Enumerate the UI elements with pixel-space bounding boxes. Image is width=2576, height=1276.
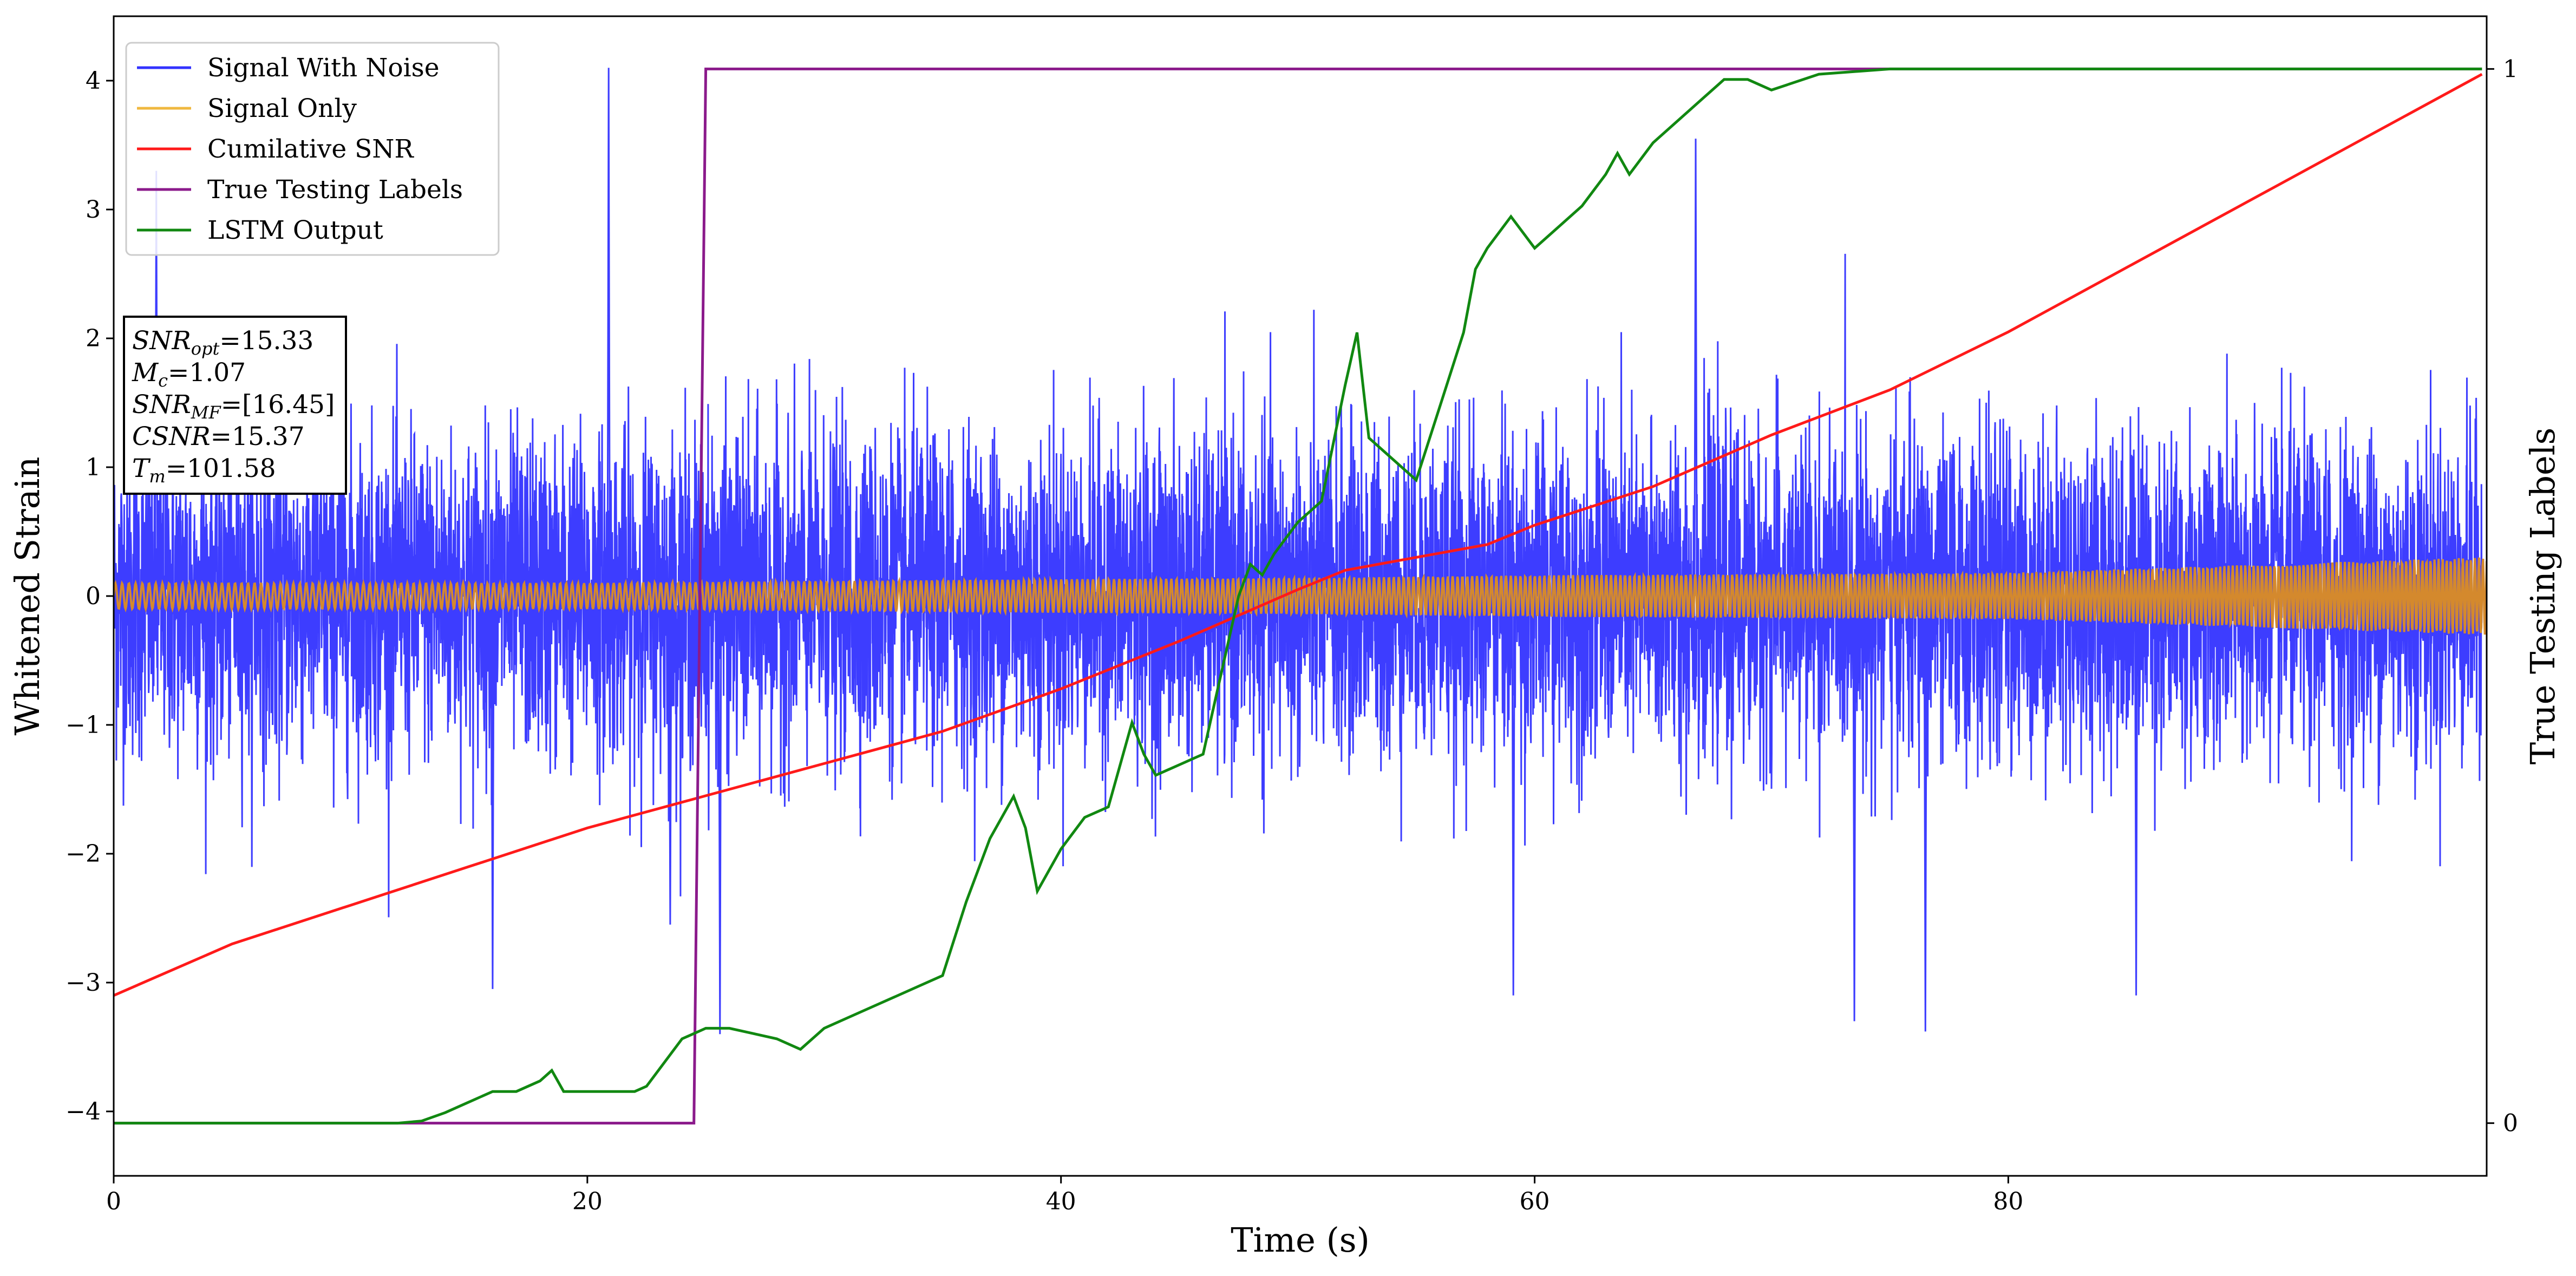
plot-area xyxy=(114,67,2487,1125)
x-tick-label: 40 xyxy=(1046,1188,1076,1215)
x-tick-label: 0 xyxy=(106,1188,121,1215)
y-tick-label: −4 xyxy=(66,1098,101,1126)
y-axis-label: Whitened Strain xyxy=(8,457,47,736)
y-tick-label: 4 xyxy=(86,67,101,95)
legend: Signal With Noise Signal Only Cumilative S… xyxy=(125,42,500,256)
annotation-box-frame xyxy=(123,316,347,495)
annotation-line: Tm=101.58 xyxy=(132,454,276,487)
legend-entry-label: LSTM Output xyxy=(207,215,383,245)
annotation-line: Mc=1.07 xyxy=(132,358,246,391)
legend-entry-label: Signal With Noise xyxy=(207,53,440,83)
y-tick-label: −1 xyxy=(66,711,101,739)
series-cumilative-snr xyxy=(114,73,2483,997)
y2-axis-label: True Testing Labels xyxy=(2523,428,2562,765)
annotation-line: CSNR=15.37 xyxy=(132,422,305,451)
y2-tick-label: 0 xyxy=(2503,1110,2518,1137)
x-tick-label: 60 xyxy=(1520,1188,1550,1215)
legend-entry-label: True Testing Labels xyxy=(207,175,463,205)
series-lstm-output xyxy=(114,67,2482,1125)
annotation-line: SNRopt=15.33 xyxy=(132,326,313,359)
y-tick-label: −3 xyxy=(66,969,101,997)
x-tick-label: 80 xyxy=(1993,1188,2023,1215)
y-tick-label: 3 xyxy=(86,196,101,224)
y-tick-label: −2 xyxy=(66,840,101,868)
legend-entry-label: Cumilative SNR xyxy=(207,134,414,164)
x-axis-label: Time (s) xyxy=(1231,1220,1370,1260)
y-tick-label: 0 xyxy=(86,583,101,610)
annotation-line: SNRMF=[16.45] xyxy=(132,390,335,423)
y-tick-label: 1 xyxy=(86,454,101,481)
legend-entry-label: Signal Only xyxy=(207,94,357,123)
y-tick-label: 2 xyxy=(86,325,101,352)
legend-box xyxy=(125,42,500,256)
y2-tick-label: 1 xyxy=(2503,55,2518,83)
x-tick-label: 20 xyxy=(572,1188,603,1215)
series-signal-only xyxy=(114,557,2487,635)
parameter-annotation-box: SNRopt=15.33Mc=1.07SNRMF=[16.45]CSNR=15.… xyxy=(123,316,347,495)
